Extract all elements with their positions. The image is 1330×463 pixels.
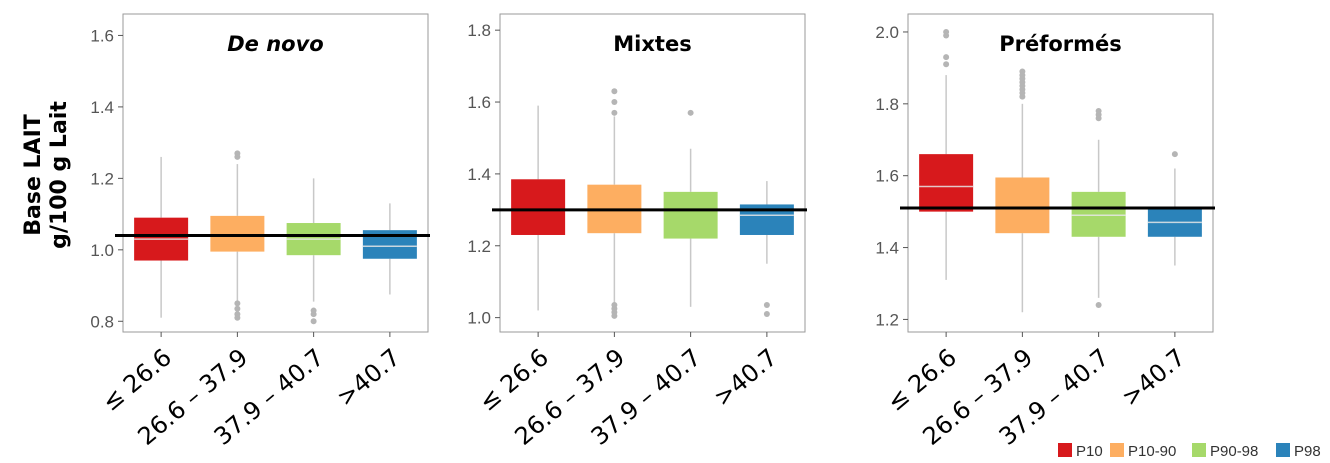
outlier-point: [310, 318, 317, 325]
box-body: [995, 177, 1050, 234]
outlier-point: [1095, 302, 1102, 309]
box-4: [1147, 151, 1202, 266]
panel-title: Mixtes: [613, 32, 691, 56]
legend-label: P10-90: [1128, 443, 1176, 460]
y-tick-label: 1.4: [90, 98, 114, 117]
box-body: [919, 154, 974, 212]
outlier-point: [234, 300, 241, 307]
outlier-point: [611, 99, 618, 106]
legend-swatch-p98: [1276, 443, 1290, 457]
legend-item: P90-98: [1192, 443, 1258, 460]
box-body: [511, 179, 566, 235]
y-tick-label: 2.0: [875, 23, 899, 42]
panel: 1.21.41.61.82.0≤ 26.626.6 – 37.937.9 – 4…: [875, 13, 1215, 451]
y-tick-label: 0.8: [90, 312, 114, 331]
y-tick-label: 1.2: [467, 237, 491, 256]
legend-item: P98: [1276, 443, 1321, 460]
outlier-point: [687, 109, 694, 116]
y-tick-label: 1.6: [875, 167, 899, 186]
x-tick-label: >40.7: [1116, 343, 1190, 412]
outlier-point: [943, 54, 950, 61]
y-tick-label: 1.8: [875, 95, 899, 114]
panel: 1.01.21.41.61.8≤ 26.626.6 – 37.937.9 – 4…: [467, 13, 807, 451]
box-2: [995, 68, 1050, 313]
outlier-point: [310, 311, 317, 318]
outlier-point: [234, 305, 241, 312]
outlier-point: [763, 302, 770, 309]
box-1: [511, 105, 566, 311]
legend-swatch-p10-90: [1110, 443, 1124, 457]
y-tick-label: 1.8: [467, 21, 491, 40]
outlier-point: [1095, 115, 1102, 122]
y-axis-label-line-2: g/100 g Lait: [47, 101, 72, 249]
outlier-point: [611, 109, 618, 116]
y-tick-label: 1.6: [90, 26, 114, 45]
box-body: [1071, 191, 1126, 237]
outlier-point: [943, 32, 950, 39]
box-1: [919, 28, 974, 280]
outlier-point: [234, 153, 241, 160]
y-axis-label-line-1: Base LAIT: [21, 114, 46, 236]
legend-item: P10-90: [1110, 443, 1176, 460]
outlier-point: [1171, 151, 1178, 158]
legend-swatch-p90-98: [1192, 443, 1206, 457]
y-tick-label: 1.4: [875, 239, 899, 258]
outlier-point: [943, 61, 950, 68]
y-tick-label: 1.0: [467, 309, 491, 328]
outlier-point: [611, 88, 618, 95]
x-tick-label: >40.7: [708, 343, 782, 412]
panel-title: De novo: [227, 32, 323, 56]
box-2: [210, 150, 265, 321]
outlier-point: [234, 314, 241, 321]
box-body: [210, 215, 265, 252]
x-tick-label: >40.7: [331, 343, 405, 412]
y-tick-label: 1.2: [875, 310, 899, 329]
box-3: [1071, 108, 1126, 309]
panel-title: Préformés: [999, 32, 1122, 56]
box-1: [134, 156, 189, 318]
outlier-point: [763, 311, 770, 318]
legend-label: P98: [1294, 443, 1321, 460]
y-tick-label: 1.0: [90, 241, 114, 260]
outlier-point: [611, 312, 618, 319]
y-tick-label: 1.6: [467, 93, 491, 112]
panel-frame: [122, 13, 429, 333]
box-3: [663, 109, 718, 307]
legend-item: P10: [1058, 443, 1103, 460]
legend-label: P10: [1076, 443, 1103, 460]
box-3: [286, 178, 341, 325]
outlier-point: [1019, 93, 1026, 100]
box-body: [663, 191, 718, 239]
legend-label: P90-98: [1210, 443, 1258, 460]
panel: 0.81.01.21.41.6≤ 26.626.6 – 37.937.9 – 4…: [90, 13, 430, 451]
legend: P10 P10-90 P90-98 P98: [1058, 443, 1321, 460]
y-tick-label: 1.4: [467, 165, 491, 184]
panels: 0.81.01.21.41.6≤ 26.626.6 – 37.937.9 – 4…: [90, 13, 1215, 451]
panel-frame: [499, 13, 806, 333]
y-tick-label: 1.2: [90, 169, 114, 188]
legend-swatch-p10: [1058, 443, 1072, 457]
